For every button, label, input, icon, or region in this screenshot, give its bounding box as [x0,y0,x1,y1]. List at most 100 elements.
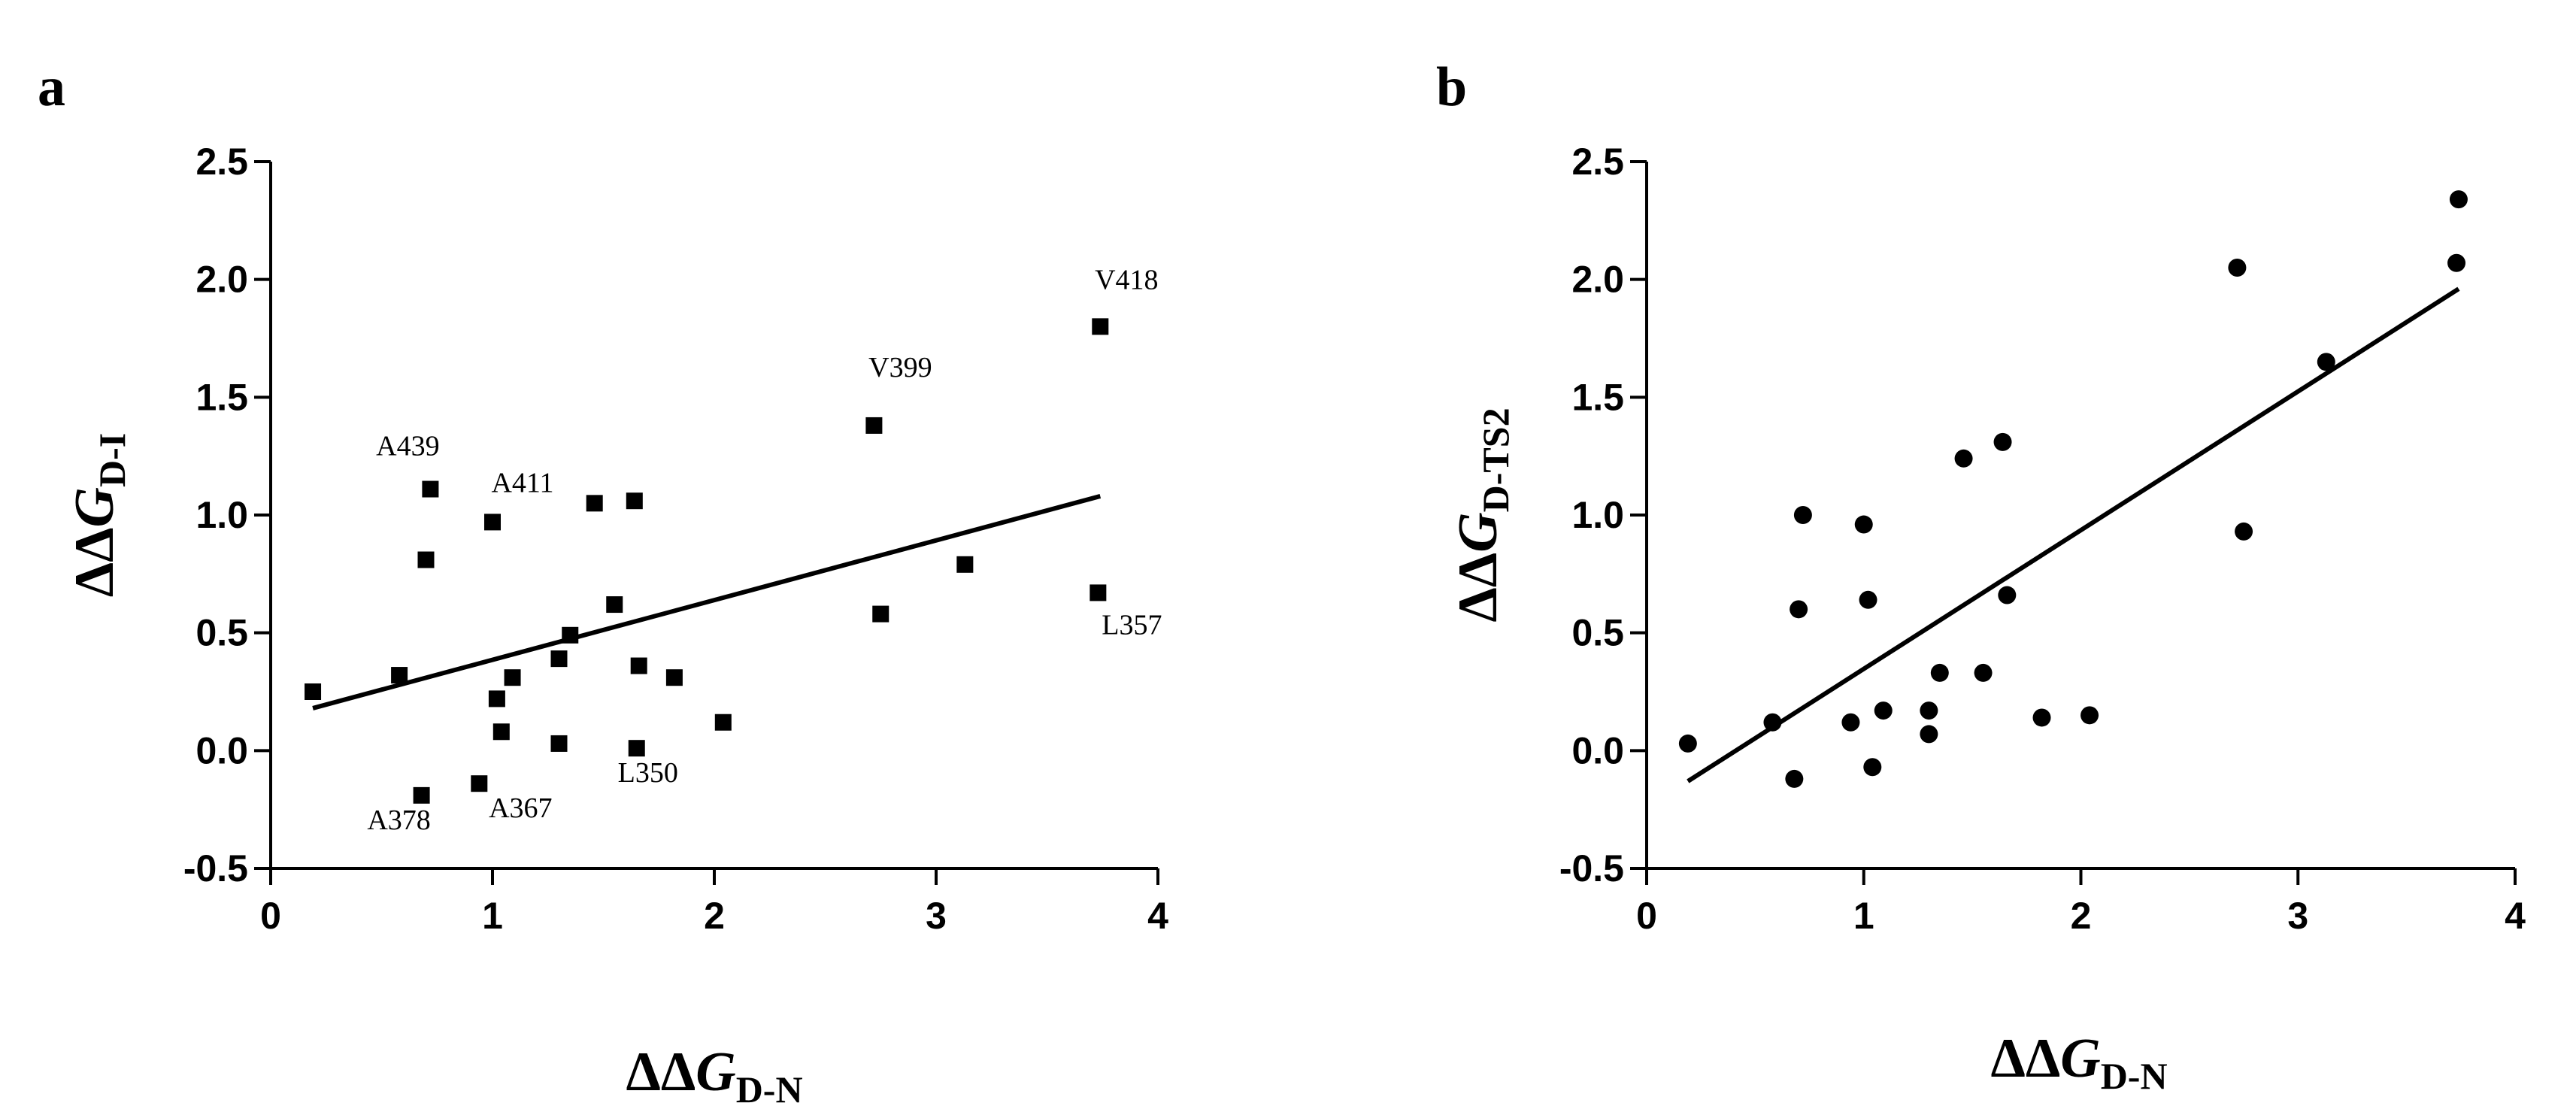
panel-a-y-tick-label: 2.0 [195,259,248,301]
panel-b-regression-line [1687,286,2460,783]
panel-a-y-tick-label: 0.0 [195,729,248,771]
panel-b-data-point [1854,515,1873,534]
panel-a-data-point [626,492,643,510]
panel-a-x-axis-title-prefix: ΔΔ [626,1041,696,1103]
panel-a-data-point [1092,318,1109,335]
panel-b-x-axis-title-variable: G [2060,1028,2100,1089]
panel-a-x-axis-title-subscript: D-N [736,1068,803,1110]
panel-a-regression-line [312,494,1102,711]
panel-a-y-tick-label: -0.5 [183,847,248,889]
panel-b-data-point [1998,586,2017,604]
panel-b-x-axis-title: ΔΔGD-N [1990,1028,2167,1097]
panel-a-point-label: V399 [868,352,932,383]
panel-a: a -0.5 0.0 0.5 1.0 1.5 2.0 2.5 0 1 2 3 4 A378 A439 A36… [38,56,1168,1110]
panel-b-data-point [1874,701,1893,720]
panel-b-data-point [2080,706,2099,725]
panel-b-data-point [2235,522,2253,541]
panel-a-data-point [1089,584,1107,601]
panel-b-data-point [1785,769,1804,788]
panel-a-data-point [956,556,974,573]
panel-a-data-point [865,417,883,434]
panel-a-data-point [413,786,430,804]
panel-b-data-point [1859,590,1877,609]
panel-b-data-point [1763,713,1782,732]
panel-b-data-point [1678,734,1697,753]
panel-b-data-point [2449,190,2468,209]
panel-a-point-label: L357 [1102,609,1162,641]
panel-a-x-tick-label: 1 [482,895,503,937]
panel-a-data-point [714,714,732,731]
panel-b-data-point [1920,725,1938,744]
panel-a-data-point [586,495,603,512]
panel-a-data-point [550,650,568,668]
panel-a-y-axis-title: ΔΔGD-I [64,433,133,597]
panel-b-y-tick-label: 0.5 [1571,612,1624,654]
panel-b-data-point [2317,353,2335,371]
panel-a-y-tick-label: 2.5 [195,141,248,183]
panel-a-point-label: L350 [618,757,678,789]
panel-b-y-axis-title-prefix: ΔΔ [1447,553,1509,623]
panel-a-point-label: A367 [489,792,552,824]
panel-b-y-tick-label: 1.5 [1571,376,1624,418]
panel-b-y-tick-label: 0.0 [1571,729,1624,771]
panel-a-data-point [417,551,435,568]
panel-b: b -0.50.00.51.01.52.02.50 1 2 3 4ΔΔGD-NΔΔGD-… [1436,56,2526,1097]
panel-a-data-point [504,669,521,686]
panel-a-y-axis-title-subscript: D-I [91,433,133,487]
panel-b-x-tick-label: 3 [2287,895,2308,937]
panel-b-x-tick-label: 1 [1853,895,1874,937]
panel-b-y-axis-title: ΔΔGD-TS2 [1447,408,1517,622]
panel-a-data-point [550,735,568,752]
panel-a-data-point [665,669,683,686]
panel-a-x-tick-label: 3 [926,895,947,937]
panel-a-y-axis-title-prefix: ΔΔ [64,527,126,597]
panel-a-data-point [872,605,889,623]
panel-a-x-tick-label: 0 [260,895,281,937]
panel-a-x-tick-label: 4 [1147,895,1168,937]
panel-a-point-label: A439 [376,431,439,462]
panel-b-data-point [2228,259,2247,277]
panel-a-x-axis-title-variable: G [696,1041,735,1103]
panel-b-data-point [1974,663,1993,682]
panel-b-y-tick-label: 2.5 [1571,141,1624,183]
panel-b-data-point [2032,708,2051,727]
panel-b-x-tick-label: 2 [2071,895,2092,937]
panel-a-x-axis-title: ΔΔGD-N [626,1041,802,1110]
panel-b-y-axis-title-subscript: D-TS2 [1474,408,1517,512]
panel-a-data-point [630,657,647,674]
panel-a-data-point [391,667,408,684]
panel-a-point-label: V418 [1095,264,1158,295]
panel-b-y-tick-label: -0.5 [1559,847,1624,889]
panel-b-data-point [1954,449,1973,468]
panel-b-data-point [1930,663,1949,682]
panel-a-data-point [484,514,501,531]
panel-b-data-point [1920,701,1938,720]
panel-b-data-point [1793,506,1812,524]
panel-b-data-point [1993,432,2012,451]
panel-b-x-axis-title-prefix: ΔΔ [1990,1028,2060,1089]
panel-b-data-point [1790,600,1808,619]
panel-b-data-point [1863,758,1882,777]
panel-b-data-point [2447,253,2466,272]
panel-a-data-point [305,683,322,700]
panel-b-y-axis-title-variable: G [1447,512,1509,552]
panel-a-data-point [488,690,505,707]
panel-a-y-tick-label: 1.0 [195,494,248,536]
panel-a-y-tick-label: 1.5 [195,376,248,418]
panel-a-x-tick-label: 2 [704,895,725,937]
panel-a-data-point [606,596,623,614]
panel-b-x-tick-label: 4 [2505,895,2526,937]
panel-a-y-axis-title-variable: G [64,487,126,527]
panel-a-point-label: A411 [491,467,553,498]
panel-a-data-point [471,775,488,792]
panel-b-y-tick-label: 2.0 [1571,259,1624,301]
panel-a-data-point [562,626,579,644]
panel-a-data-point [422,480,439,498]
panel-a-data-point [628,740,645,757]
panel-b-x-tick-label: 0 [1636,895,1657,937]
panel-b-y-tick-label: 1.0 [1571,494,1624,536]
panel-b-data-point [1841,713,1860,732]
panel-a-point-label: A378 [367,804,430,836]
panel-b-letter: b [1436,56,1467,118]
